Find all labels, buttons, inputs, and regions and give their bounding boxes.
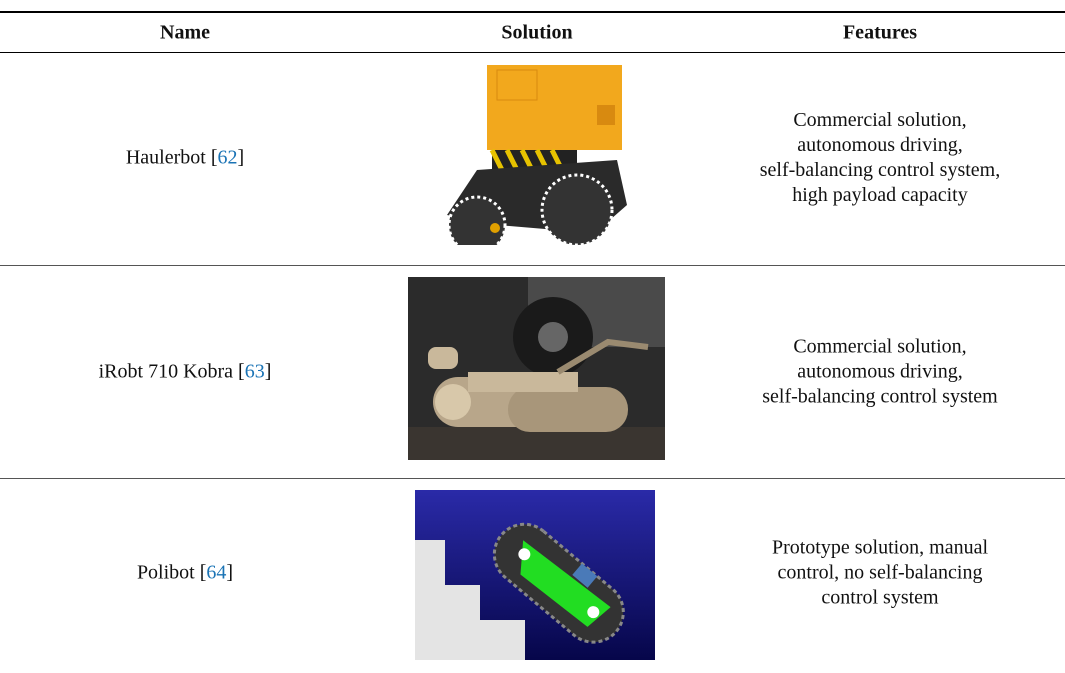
name-text: Polibot [: [136, 561, 207, 584]
feature-line: control system: [821, 586, 939, 609]
haulerbot-image: [447, 65, 627, 245]
name-text: iRobt 710 Kobra [: [98, 360, 245, 383]
name-text: ]: [226, 561, 234, 584]
name-cell: Haulerbot [62]: [35, 146, 335, 171]
name-text: ]: [264, 360, 272, 383]
citation-link[interactable]: 64: [206, 561, 227, 584]
feature-line: control, no self-balancing: [777, 561, 983, 584]
features-cell: Commercial solution, autonomous driving, s…: [730, 335, 1030, 410]
name-cell: Polibot [64]: [35, 561, 335, 586]
row-rule: [0, 478, 1065, 479]
features-cell: Commercial solution, autonomous driving, s…: [730, 108, 1030, 208]
header-rule: [0, 52, 1065, 53]
feature-line: self-balancing control system: [762, 385, 998, 408]
feature-line: high payload capacity: [792, 184, 968, 206]
citation-link[interactable]: 62: [217, 146, 238, 169]
top-rule: [0, 11, 1065, 13]
polibot-image: [415, 490, 655, 660]
header-cell: Features: [842, 21, 918, 44]
feature-line: Commercial solution,: [793, 109, 967, 131]
citation-link[interactable]: 63: [244, 360, 265, 383]
header-cell: Name: [160, 21, 210, 44]
kobra-image: [408, 277, 665, 460]
row-rule: [0, 265, 1065, 266]
feature-line: Prototype solution, manual: [771, 536, 989, 559]
feature-line: self-balancing control system,: [759, 159, 1001, 181]
name-text: Haulerbot [: [125, 146, 218, 169]
features-cell: Prototype solution, manual control, no se…: [730, 536, 1030, 611]
name-text: ]: [237, 146, 245, 169]
name-cell: iRobt 710 Kobra [63]: [35, 360, 335, 385]
header-cell: Solution: [501, 21, 573, 44]
feature-line: autonomous driving,: [797, 360, 963, 383]
feature-line: autonomous driving,: [797, 134, 963, 156]
feature-line: Commercial solution,: [793, 335, 967, 358]
